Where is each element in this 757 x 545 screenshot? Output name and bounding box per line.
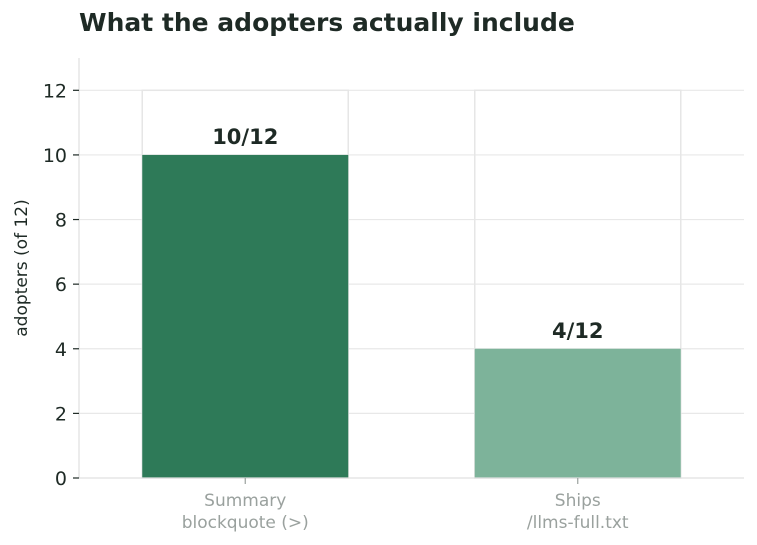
y-tick-label-10: 10	[43, 145, 67, 167]
category-label-1-line-0: Ships	[555, 491, 601, 511]
y-tick-label-2: 2	[55, 403, 67, 425]
bar-1	[474, 348, 681, 478]
category-label-0-line-1: blockquote (>)	[182, 513, 309, 533]
labels: 0 2 4 6 8 10 12 adopters (of 12) 10/12 Summaryblo…	[12, 80, 629, 533]
y-tick-label-12: 12	[43, 80, 67, 102]
axes	[73, 58, 744, 484]
y-tick-label-4: 4	[55, 339, 67, 361]
y-tick-label-0: 0	[55, 468, 67, 490]
y-tick-label-6: 6	[55, 274, 67, 296]
y-tick-label-8: 8	[55, 210, 67, 232]
bars	[142, 154, 681, 478]
chart-title: What the adopters actually include	[79, 8, 575, 37]
data-label-0: 10/12	[212, 125, 278, 149]
category-label-0-line-0: Summary	[204, 491, 286, 511]
data-label-1: 4/12	[552, 319, 604, 343]
bar-0	[142, 154, 349, 478]
category-label-1-line-1: /llms-full.txt	[527, 513, 629, 533]
y-axis-title: adopters (of 12)	[12, 199, 32, 336]
